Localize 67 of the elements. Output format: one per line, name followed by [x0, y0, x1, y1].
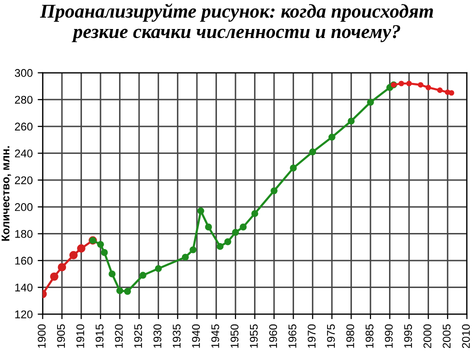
point	[437, 87, 443, 93]
x-tick-label: 2005	[442, 324, 451, 348]
point	[328, 134, 336, 141]
point	[418, 82, 424, 88]
point	[154, 265, 162, 272]
point	[182, 254, 189, 261]
point	[205, 224, 212, 230]
point	[232, 228, 239, 236]
point	[197, 207, 204, 214]
x-tick-label: 1970	[308, 324, 316, 348]
x-tick-label: 1900	[38, 324, 46, 348]
point	[224, 238, 232, 246]
point	[69, 251, 78, 260]
x-tick-label: 2000	[423, 324, 432, 348]
point	[398, 80, 404, 86]
point	[367, 98, 374, 106]
point	[190, 246, 197, 254]
x-tick-label: 1995	[404, 324, 412, 348]
x-tick-label: 2010	[462, 324, 470, 348]
y-tick-label: 120	[15, 310, 33, 318]
x-tick-label: 1950	[230, 324, 238, 348]
point	[58, 263, 66, 272]
x-tick-label: 1985	[366, 324, 374, 348]
chart-title: Проанализируйте рисунок: когда происходят резкие скачки численности и почему?	[40, 4, 433, 42]
x-tick-label: 1975	[327, 324, 335, 348]
point	[240, 224, 247, 230]
point	[448, 90, 454, 96]
x-tick-label: 1930	[153, 324, 162, 348]
point	[116, 287, 124, 294]
point	[348, 118, 355, 125]
point	[290, 164, 297, 172]
y-tick-label: 180	[15, 230, 33, 238]
point	[77, 244, 86, 253]
point	[97, 240, 104, 248]
x-tick-label: 1945	[211, 324, 220, 348]
point	[139, 272, 146, 279]
x-tick-label: 1910	[76, 324, 84, 348]
y-tick-label: 200	[14, 203, 33, 212]
y-axis-title: Количество, млн.	[2, 146, 12, 241]
x-tick-label: 1955	[250, 324, 258, 348]
point	[406, 80, 412, 86]
point	[100, 249, 108, 256]
point	[124, 288, 131, 295]
x-tick-label: 1935	[172, 324, 181, 348]
y-tick-label: 280	[14, 96, 33, 104]
x-tick-label: 1990	[384, 324, 393, 348]
point	[309, 148, 316, 156]
x-tick-label: 1925	[134, 324, 142, 348]
y-tick-label: 160	[15, 256, 33, 265]
x-tick-label: 1965	[288, 324, 296, 348]
x-tick-label: 1915	[96, 324, 104, 348]
y-tick-label: 220	[14, 176, 33, 184]
y-tick-label: 140	[15, 284, 33, 292]
y-tick-label: 240	[14, 150, 33, 158]
x-tick-label: 1905	[57, 324, 65, 348]
y-tick-label: 260	[14, 122, 33, 131]
point	[251, 210, 258, 218]
point	[50, 272, 58, 281]
x-tick-label: 1980	[346, 324, 354, 348]
point	[216, 242, 224, 250]
point	[270, 187, 278, 194]
x-tick-label: 1940	[192, 324, 200, 348]
point	[426, 84, 432, 90]
x-tick-label: 1960	[269, 324, 278, 348]
y-tick-label: 300	[14, 69, 33, 77]
point	[108, 270, 116, 278]
x-tick-label: 1920	[114, 324, 123, 348]
